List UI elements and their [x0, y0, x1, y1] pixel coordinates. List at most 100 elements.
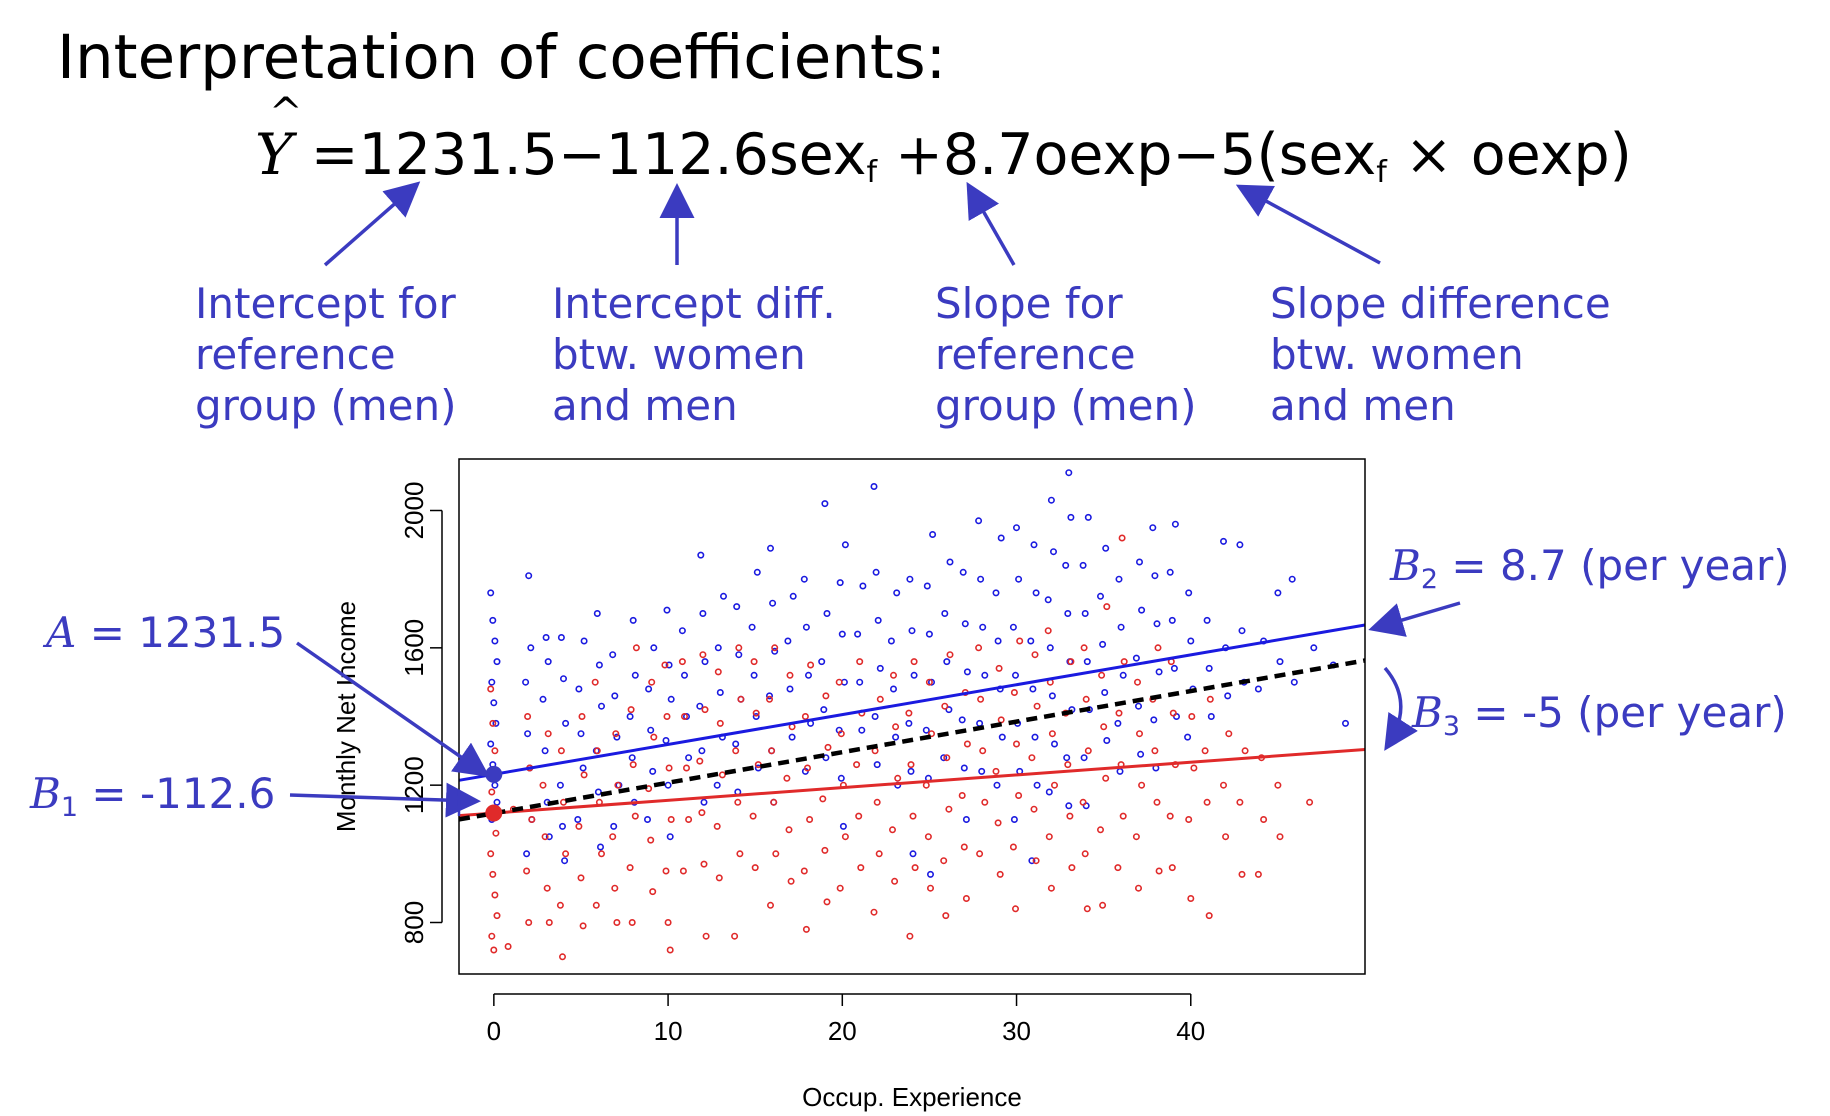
women-point [737, 695, 745, 703]
women-point [734, 798, 742, 806]
men-point [961, 620, 969, 628]
women-point [1118, 534, 1126, 542]
note-intercept-men: Intercept for reference group (men) [195, 278, 456, 431]
women-point [1079, 798, 1087, 806]
women-point [1254, 870, 1262, 878]
women-point [977, 695, 985, 703]
women-point [667, 815, 675, 823]
axes-layer: 0 10 20 30 40 800 1200 1600 2000 Occup. Experienc… [331, 482, 1205, 1112]
women-point [766, 901, 774, 909]
men-point [594, 788, 602, 796]
men-point [700, 798, 708, 806]
note-line: and men [1270, 381, 1456, 430]
women-point [1098, 671, 1106, 679]
women-point [1067, 658, 1075, 666]
y-axis-label: Monthly Net Income [331, 601, 361, 832]
women-point [1225, 730, 1233, 738]
note-line: Slope for [935, 279, 1123, 328]
men-point [859, 582, 867, 590]
arrow-intercept [323, 181, 421, 267]
women-point [1012, 740, 1020, 748]
men-point [523, 850, 531, 858]
women-point [679, 867, 687, 875]
women-point [941, 702, 949, 710]
women-point [736, 850, 744, 858]
men-point [998, 733, 1006, 741]
arrow-b2 [966, 181, 1016, 266]
men-point [699, 609, 707, 617]
women-point [925, 678, 933, 686]
men-point [1135, 702, 1143, 710]
eq-sex-2: sexf [1278, 122, 1387, 190]
women-point [1084, 747, 1092, 755]
women-point [649, 888, 657, 896]
men-point [1207, 712, 1215, 720]
women-point [1236, 798, 1244, 806]
men-point [1224, 692, 1232, 700]
women-point [996, 870, 1004, 878]
women-point [661, 661, 669, 669]
men-point [943, 658, 951, 666]
women-point [1015, 791, 1023, 799]
women-point [1260, 815, 1268, 823]
men-point [892, 733, 900, 741]
women-point [1115, 709, 1123, 717]
men-point [1236, 541, 1244, 549]
label-b3: B3 = -5 (per year) [1412, 688, 1787, 742]
men-point [856, 678, 864, 686]
women-point [632, 644, 640, 652]
women-point [735, 644, 743, 652]
men-point [908, 627, 916, 635]
men-point [595, 661, 603, 669]
women-point [768, 747, 776, 755]
note-line: group (men) [935, 381, 1197, 430]
women-point [556, 901, 564, 909]
women-point [578, 712, 586, 720]
men-point [610, 822, 618, 830]
men-point [559, 675, 567, 683]
label-a: A = 1231.5 [46, 608, 286, 657]
men-point [979, 623, 987, 631]
y-tick-label: 2000 [399, 482, 429, 540]
women-point [1048, 730, 1056, 738]
men-point [575, 685, 583, 693]
men-point [1155, 668, 1163, 676]
women-point [701, 706, 709, 714]
women-point [628, 918, 636, 926]
x-tick-label: 30 [1002, 1016, 1031, 1046]
men-point [1137, 750, 1145, 758]
women-point [558, 953, 566, 961]
women-point [488, 932, 496, 940]
men-point [958, 716, 966, 724]
women-point [1028, 754, 1036, 762]
women-point [493, 912, 501, 920]
women-point [544, 730, 552, 738]
men-point [491, 637, 499, 645]
points-layer [487, 469, 1350, 961]
women-point [942, 912, 950, 920]
men-point [1045, 788, 1053, 796]
women-point [995, 664, 1003, 672]
women-point [1082, 695, 1090, 703]
men-point [858, 726, 866, 734]
men-point [1011, 671, 1019, 679]
women-point [765, 695, 773, 703]
women-point [979, 747, 987, 755]
women-point [523, 867, 531, 875]
women-point [958, 791, 966, 799]
women-point [700, 860, 708, 868]
men-point [716, 688, 724, 696]
men-point [1029, 685, 1037, 693]
women-point [787, 877, 795, 885]
women-point [580, 771, 588, 779]
slide-title: Interpretation of coefficients: [57, 22, 947, 93]
men-point [771, 647, 779, 655]
women-point [504, 942, 512, 950]
men-point [1187, 637, 1195, 645]
note-line: Intercept diff. [552, 279, 836, 328]
women-point [1030, 805, 1038, 813]
men-point [1166, 568, 1174, 576]
men-point [685, 754, 693, 762]
